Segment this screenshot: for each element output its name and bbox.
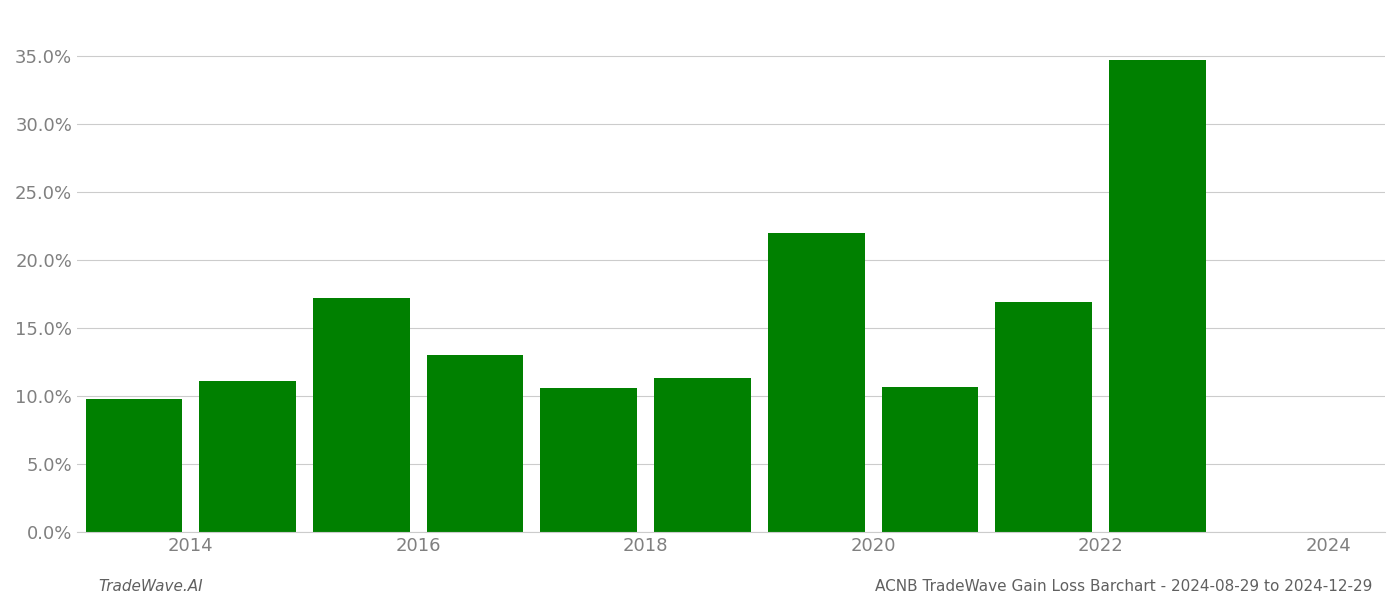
- Bar: [540, 388, 637, 532]
- Bar: [882, 386, 979, 532]
- Bar: [654, 379, 750, 532]
- Text: ACNB TradeWave Gain Loss Barchart - 2024-08-29 to 2024-12-29: ACNB TradeWave Gain Loss Barchart - 2024…: [875, 579, 1372, 594]
- Bar: [199, 381, 295, 532]
- Bar: [314, 298, 410, 532]
- Bar: [995, 302, 1092, 532]
- Bar: [85, 399, 182, 532]
- Text: TradeWave.AI: TradeWave.AI: [98, 579, 203, 594]
- Bar: [769, 233, 865, 532]
- Bar: [1109, 60, 1205, 532]
- Bar: [427, 355, 524, 532]
